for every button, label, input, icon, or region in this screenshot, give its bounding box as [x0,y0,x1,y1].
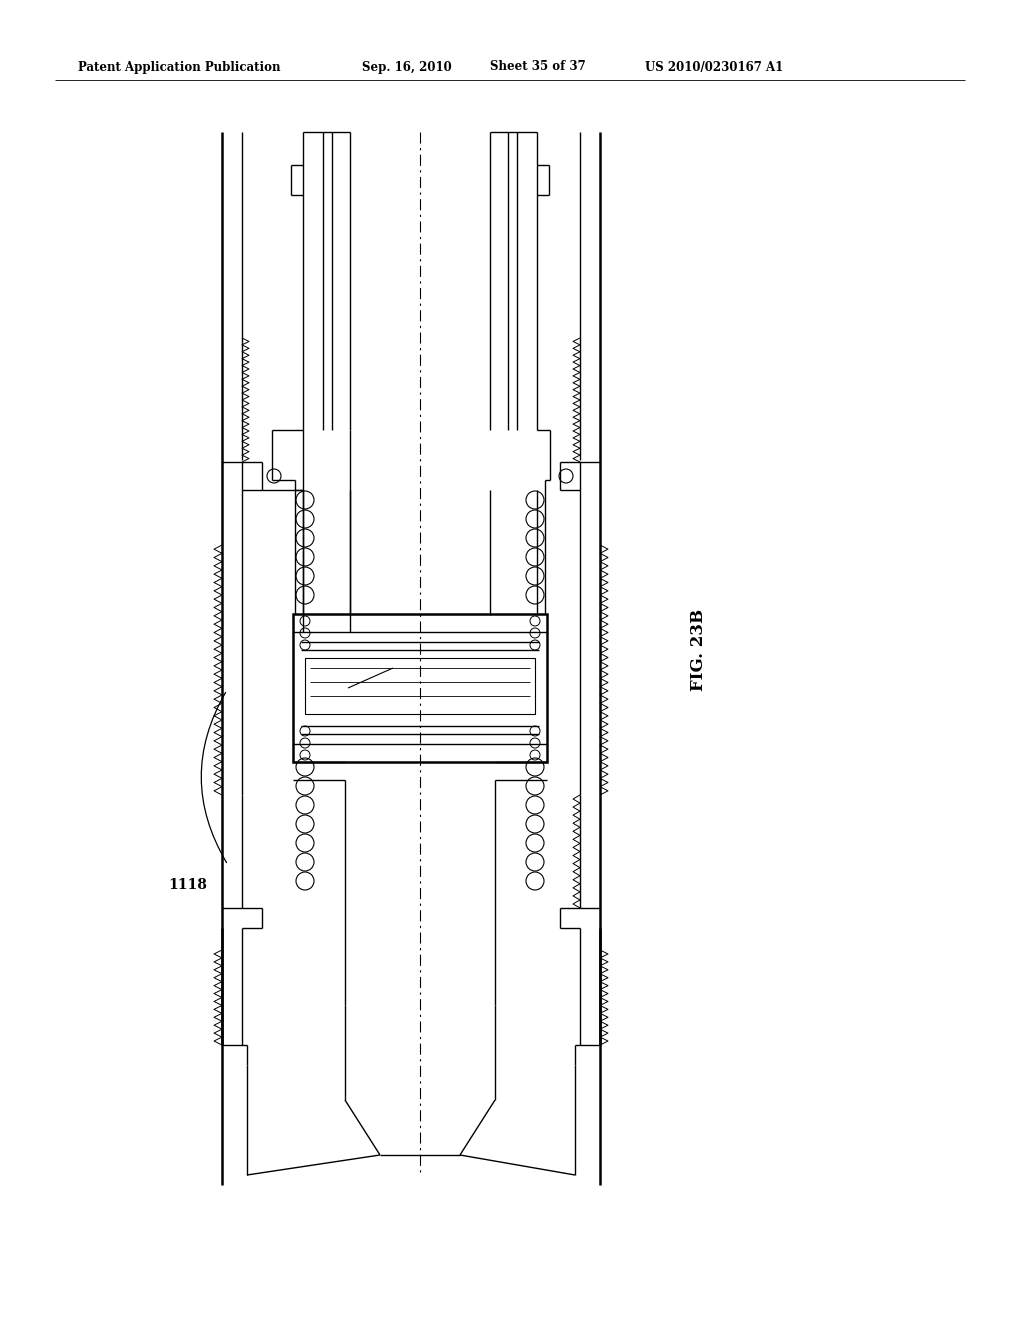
Text: Sep. 16, 2010: Sep. 16, 2010 [362,61,452,74]
Text: Patent Application Publication: Patent Application Publication [78,61,281,74]
Bar [305,657,535,714]
Text: 1118: 1118 [168,878,207,892]
Text: Sheet 35 of 37: Sheet 35 of 37 [490,61,586,74]
Text: US 2010/0230167 A1: US 2010/0230167 A1 [645,61,783,74]
Text: FIG. 23B: FIG. 23B [690,609,707,692]
Bar [293,614,547,762]
